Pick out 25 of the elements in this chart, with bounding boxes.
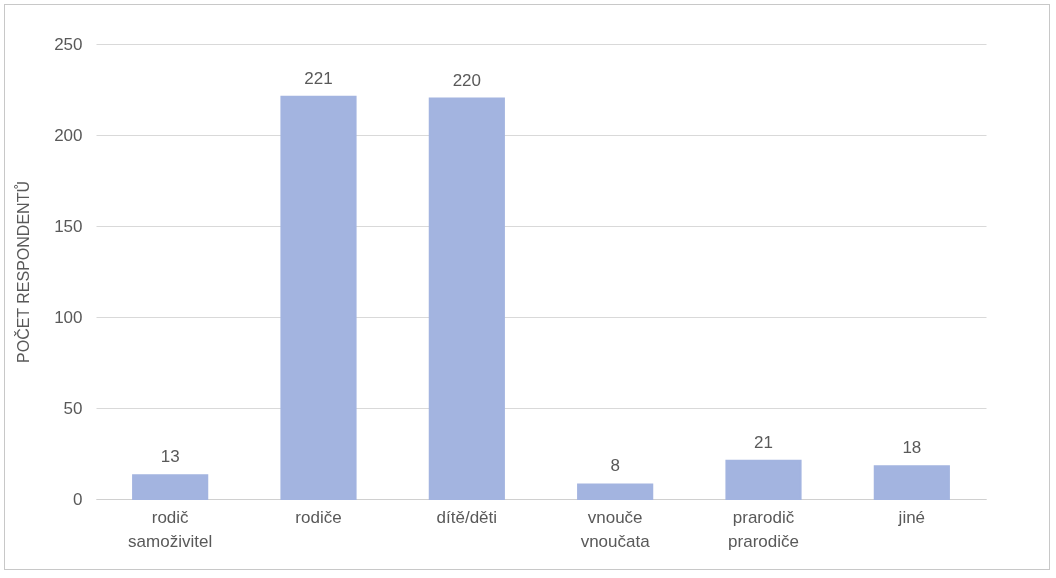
bar xyxy=(132,474,209,500)
bar xyxy=(577,483,654,500)
data-label: 221 xyxy=(304,68,333,88)
x-tick-label: rodič samoživitel xyxy=(128,507,213,551)
y-axis-title: POČET RESPONDENTŮ xyxy=(14,181,33,363)
bar xyxy=(280,95,357,500)
x-tick-label: prarodič prarodiče xyxy=(728,507,799,551)
bar xyxy=(428,97,505,500)
bar xyxy=(873,465,950,500)
y-tick-label: 250 xyxy=(54,34,83,54)
data-label: 220 xyxy=(452,70,482,90)
y-tick-label: 100 xyxy=(54,307,83,327)
y-tick-label: 0 xyxy=(73,489,83,509)
data-label: 8 xyxy=(610,456,620,476)
x-tick-label: dítě/děti xyxy=(436,507,498,527)
x-tick-label: vnouče vnoučata xyxy=(580,507,651,551)
y-tick-label: 200 xyxy=(54,125,83,145)
x-tick-label: rodiče xyxy=(295,507,342,527)
y-tick-label: 150 xyxy=(54,216,83,236)
bar xyxy=(725,459,802,500)
data-label: 18 xyxy=(902,438,922,458)
data-label: 13 xyxy=(160,447,180,467)
x-tick-label: jiné xyxy=(897,507,926,527)
y-tick-label: 50 xyxy=(63,398,83,418)
data-label: 21 xyxy=(754,432,773,452)
